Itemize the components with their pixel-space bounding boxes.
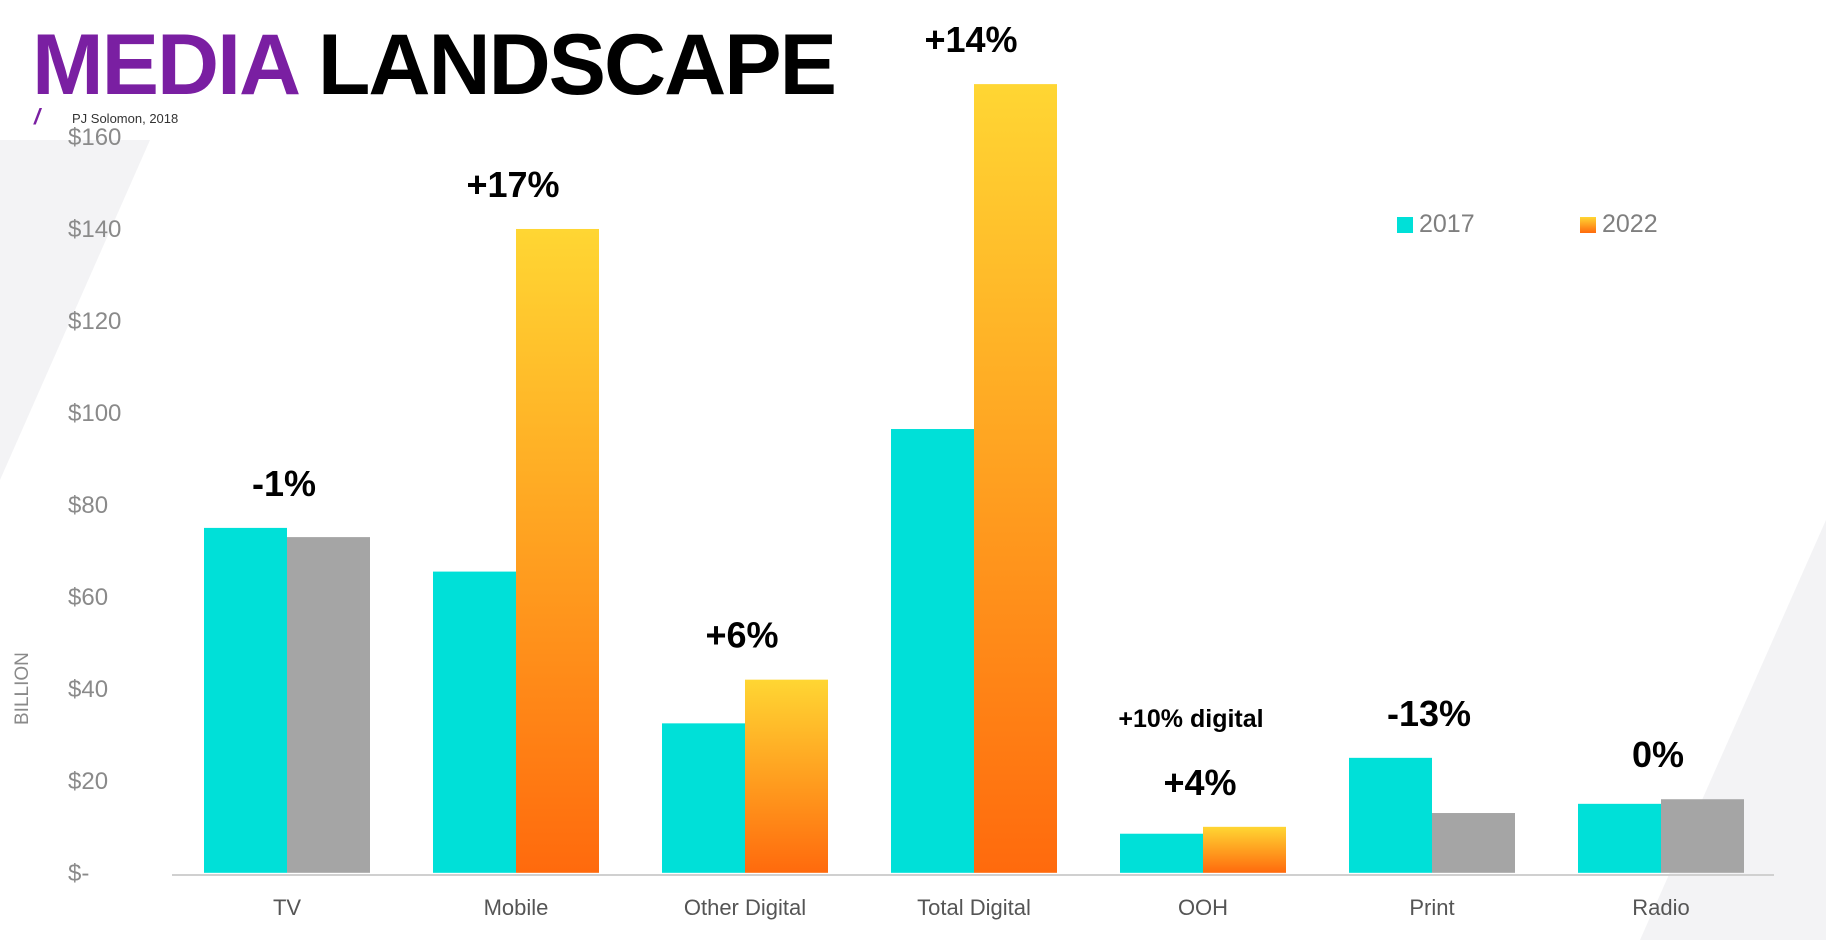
bar-2022 — [745, 679, 828, 873]
growth-label: -1% — [252, 463, 316, 504]
category-tick-label: Radio — [1632, 895, 1689, 920]
legend-swatch-2017 — [1397, 216, 1413, 233]
growth-label: 0% — [1632, 734, 1684, 775]
growth-label: +4% — [1163, 762, 1236, 803]
bar-2022 — [516, 228, 599, 873]
annotation-label: +10% digital — [1118, 705, 1263, 733]
bar-2017 — [1120, 833, 1203, 873]
category-tick-label: Print — [1409, 895, 1454, 920]
category-tick-label: Total Digital — [917, 895, 1031, 920]
bar-2017 — [204, 527, 287, 873]
bar-2017 — [1349, 757, 1432, 873]
y-tick-label: $- — [68, 860, 89, 887]
legend-label-2017: 2017 — [1419, 210, 1475, 238]
y-tick-label: $120 — [68, 308, 121, 335]
y-tick-label: $40 — [68, 676, 108, 703]
source-note: PJ Solomon, 2018 — [72, 111, 179, 126]
title-word-media: MEDIA — [32, 17, 298, 113]
title-word-landscape: LANDSCAPE — [317, 17, 837, 113]
bar-2017 — [891, 429, 974, 873]
category-tick-label: Other Digital — [684, 895, 806, 920]
category-tick-label: TV — [273, 895, 301, 920]
y-tick-label: $140 — [68, 216, 121, 243]
legend-label-2022: 2022 — [1602, 210, 1658, 238]
bar-2017 — [1578, 803, 1661, 873]
brand-slash-icon: / — [34, 104, 41, 129]
growth-label: +14% — [924, 19, 1017, 60]
legend-swatch-2022 — [1580, 216, 1596, 233]
growth-label: +6% — [705, 615, 778, 656]
bar-2022 — [1661, 799, 1744, 873]
y-tick-label: $20 — [68, 768, 108, 795]
bar-2017 — [433, 571, 516, 873]
bar-2022 — [287, 537, 370, 873]
y-tick-label: $60 — [68, 584, 108, 611]
growth-label: -13% — [1387, 693, 1471, 734]
y-tick-label: $80 — [68, 492, 108, 519]
bar-2022 — [974, 84, 1057, 873]
legend-item-2022: 2022 — [1580, 210, 1658, 239]
category-tick-label: Mobile — [484, 895, 549, 920]
page-title: MEDIA LANDSCAPE — [32, 22, 837, 108]
growth-label: +17% — [466, 164, 559, 205]
y-tick-label: $160 — [68, 124, 121, 151]
bar-2017 — [662, 723, 745, 873]
legend-item-2017: 2017 — [1397, 210, 1475, 239]
bar-2022 — [1203, 826, 1286, 873]
bar-2022 — [1432, 813, 1515, 873]
category-tick-label: OOH — [1178, 895, 1228, 920]
y-tick-label: $100 — [68, 400, 121, 427]
